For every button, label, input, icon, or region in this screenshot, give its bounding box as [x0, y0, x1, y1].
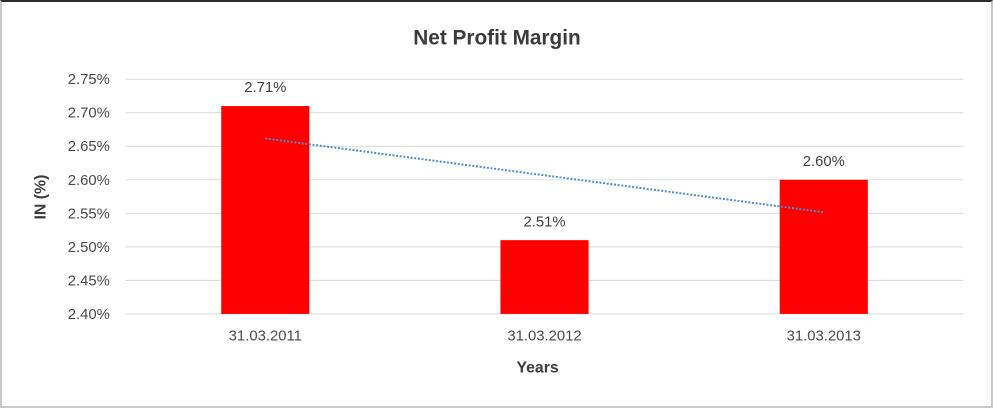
x-tick-label: 31.03.2011: [229, 329, 302, 345]
bars: [221, 106, 868, 314]
bar: [500, 240, 589, 314]
y-tick-label: 2.45%: [68, 273, 110, 289]
y-tick-labels: 2.40% 2.45% 2.50% 2.55% 2.60% 2.65% 2.70% 2.75%: [68, 72, 110, 323]
trendline: [265, 137, 824, 214]
x-tick-label: 31.03.2013: [787, 329, 861, 345]
y-tick-label: 2.65%: [68, 139, 110, 155]
data-label: 2.71%: [244, 80, 286, 96]
x-tick-labels: 31.03.2011 31.03.2012 31.03.2013: [229, 329, 861, 345]
data-labels: 2.71% 2.51% 2.60%: [244, 80, 845, 230]
y-axis-title: IN (%): [32, 175, 49, 220]
bar: [779, 179, 868, 314]
bar: [221, 106, 310, 314]
y-tick-label: 2.50%: [68, 240, 110, 256]
x-axis-title: Years: [516, 359, 558, 376]
data-label: 2.51%: [523, 214, 565, 230]
chart-title: Net Profit Margin: [413, 27, 580, 50]
y-tick-label: 2.70%: [68, 106, 110, 122]
y-tick-label: 2.60%: [68, 173, 110, 189]
x-tick-label: 31.03.2012: [507, 329, 581, 345]
y-tick-label: 2.75%: [68, 72, 110, 88]
trendline-dotted: [265, 137, 824, 214]
y-tick-label: 2.55%: [68, 206, 110, 222]
y-tick-label: 2.40%: [68, 307, 110, 323]
data-label: 2.60%: [803, 154, 845, 170]
